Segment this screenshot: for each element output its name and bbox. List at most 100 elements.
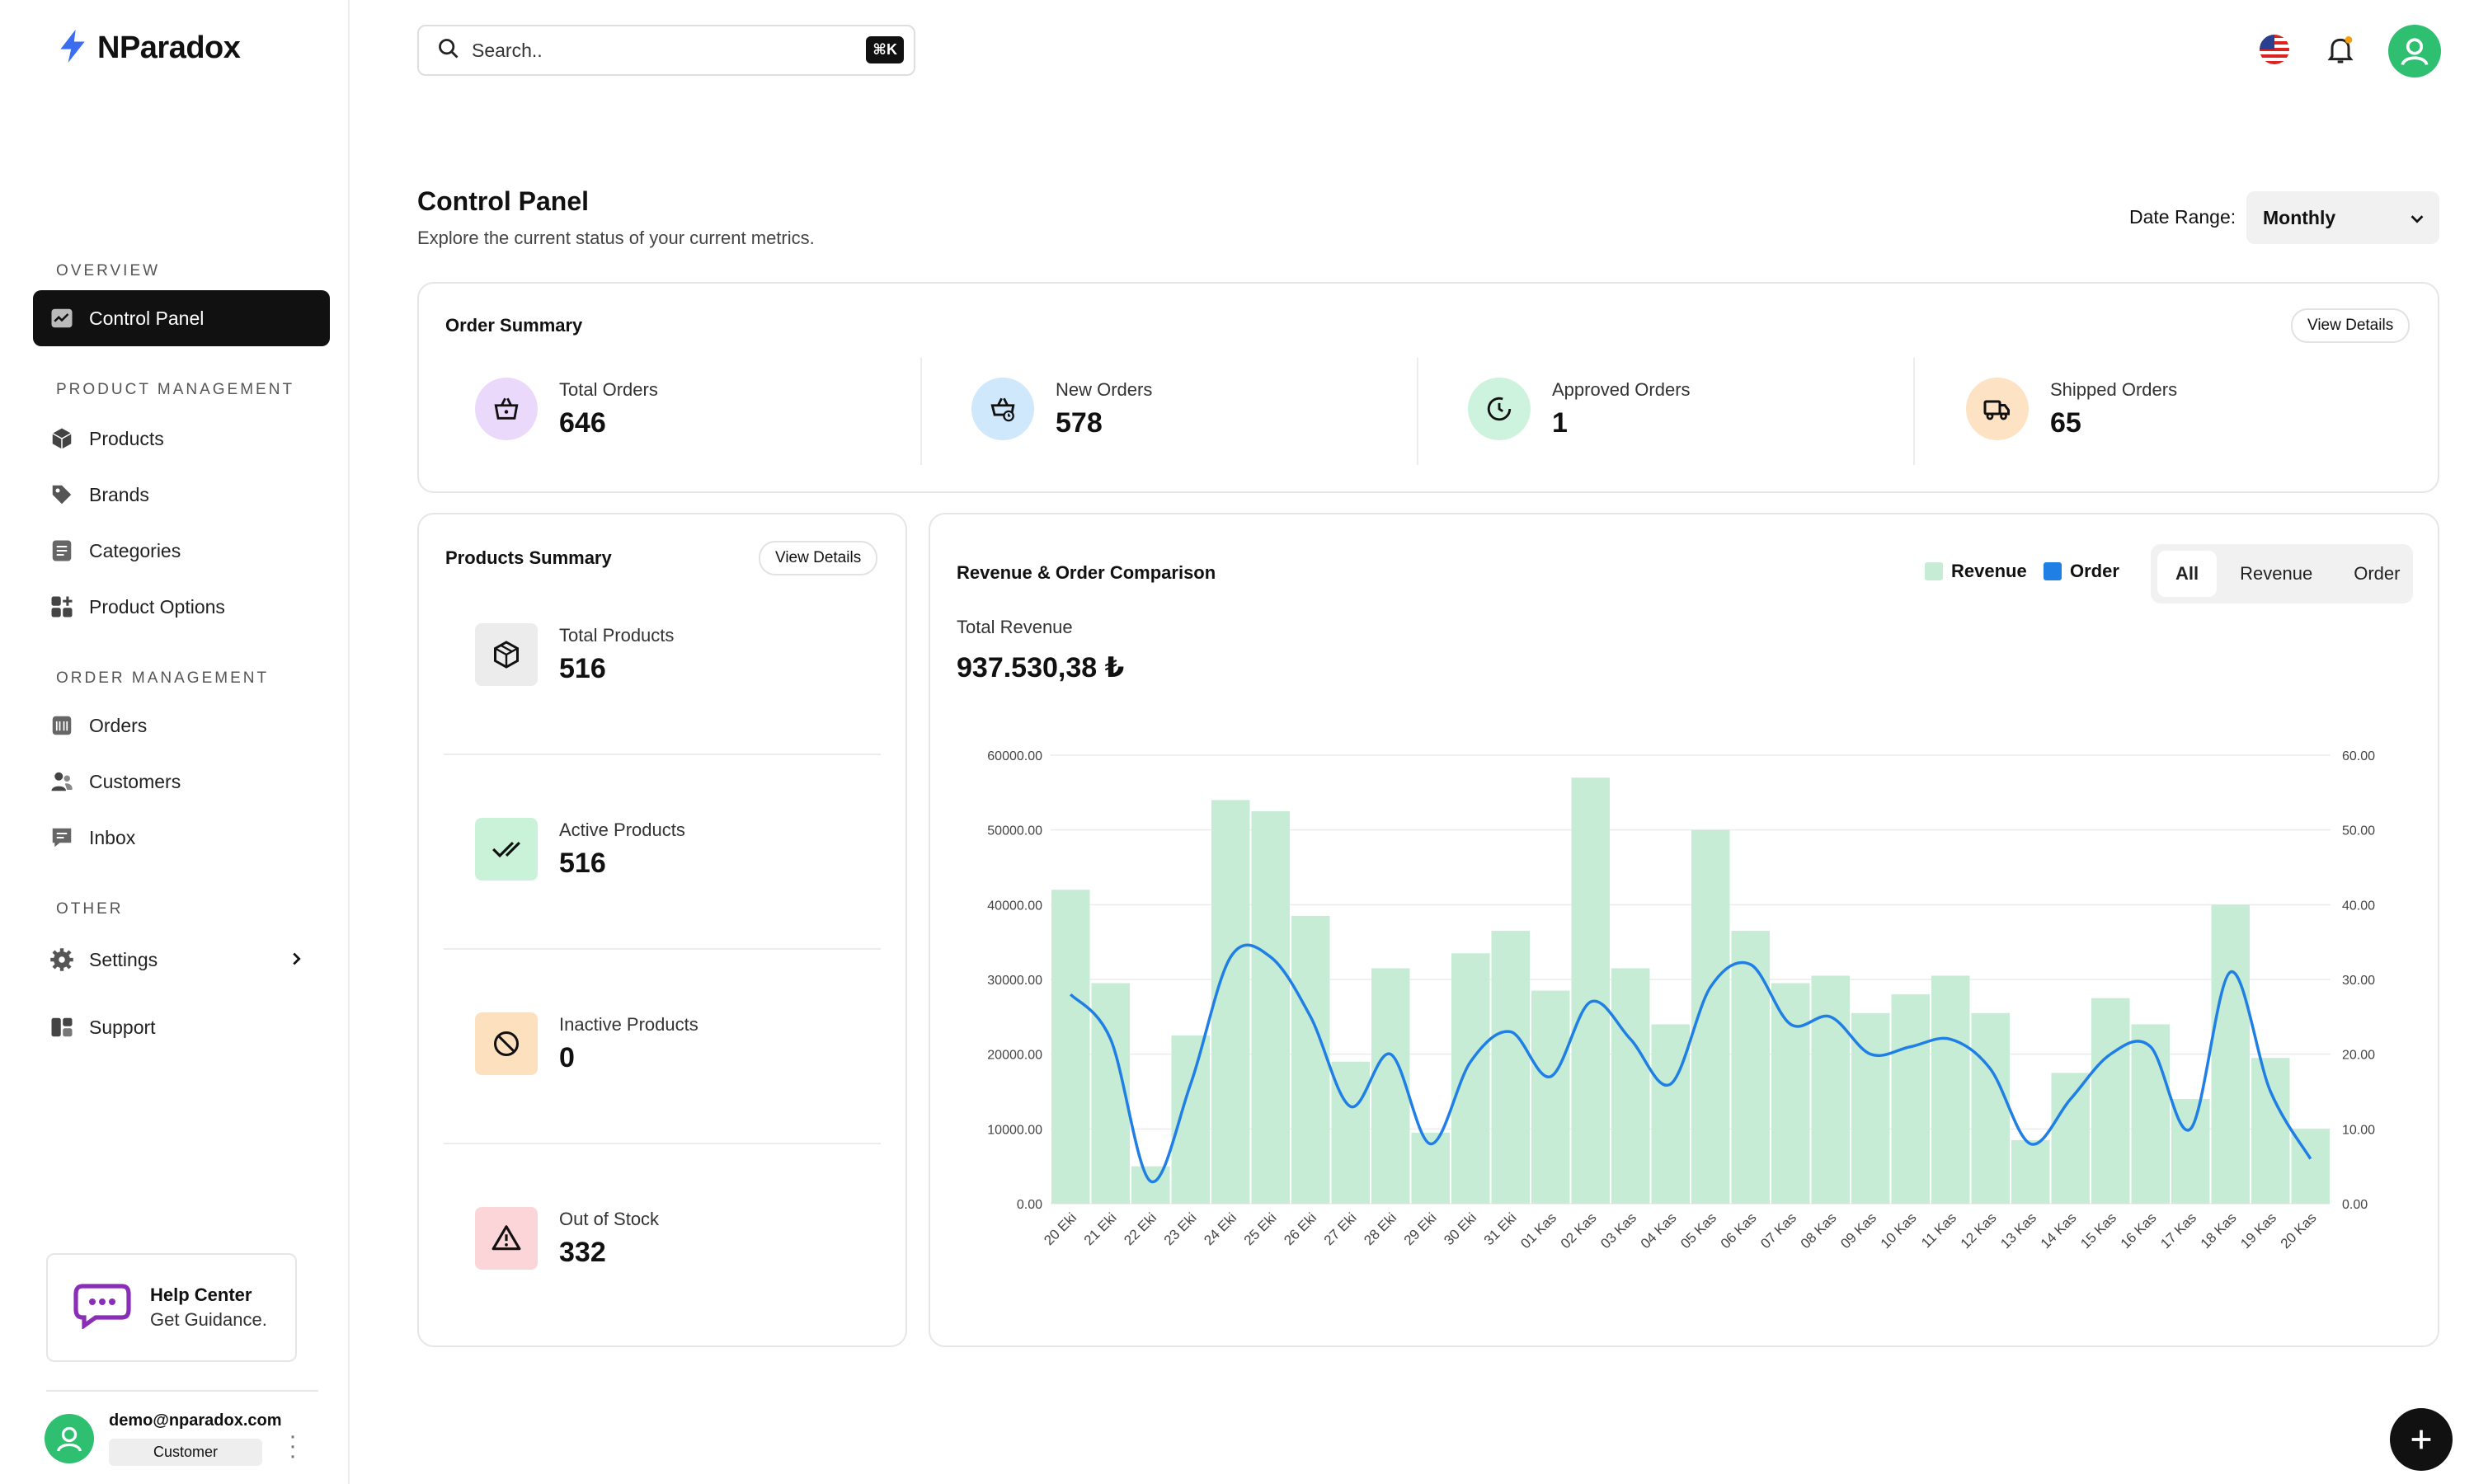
metric-new-orders: New Orders 578 — [971, 378, 1152, 440]
tab-order[interactable]: Order — [2354, 563, 2401, 584]
order-line — [1069, 943, 2312, 1184]
sidebar-item-categories[interactable]: Categories — [33, 523, 330, 579]
bar — [1131, 1166, 1170, 1204]
bar — [2211, 904, 2250, 1204]
legend-order: Order — [2044, 561, 2119, 582]
x-tick-label: 10 Kas — [1878, 1209, 1920, 1252]
x-tick-label: 02 Kas — [1558, 1209, 1600, 1252]
metric-label: Total Products — [559, 624, 675, 646]
order-summary-view-details-button[interactable]: View Details — [2291, 308, 2411, 343]
user-profile[interactable]: demo@nparadox.com Customer — [45, 1411, 282, 1466]
sidebar-item-brands[interactable]: Brands — [33, 467, 330, 523]
cube-icon — [475, 623, 538, 686]
x-tick-label: 21 Eki — [1081, 1209, 1120, 1248]
sidebar-item-settings[interactable]: Settings — [33, 932, 330, 988]
x-tick-label: 13 Kas — [1997, 1209, 2039, 1252]
x-tick-label: 27 Eki — [1321, 1209, 1360, 1248]
tag-icon — [49, 482, 74, 507]
y2-tick-label: 0.00 — [2342, 1198, 2368, 1212]
total-revenue-label: Total Revenue — [957, 617, 1073, 637]
legend-label: Order — [2070, 561, 2119, 581]
header-avatar[interactable] — [2388, 25, 2441, 77]
tab-all[interactable]: All — [2157, 551, 2218, 597]
help-center-card[interactable]: Help Center Get Guidance. — [46, 1253, 297, 1362]
sidebar-item-orders[interactable]: Orders — [33, 697, 330, 754]
metric-divider — [1913, 358, 1915, 465]
x-tick-label: 06 Kas — [1718, 1209, 1760, 1252]
bar — [1371, 968, 1410, 1204]
bar — [2251, 1058, 2290, 1204]
metric-label: Approved Orders — [1552, 378, 1691, 400]
y-tick-label: 40000.00 — [987, 899, 1042, 913]
metric-inactive-products: Inactive Products 0 — [475, 1012, 698, 1075]
search-icon — [437, 37, 460, 64]
total-revenue-value: 937.530,38 ₺ — [957, 652, 1125, 683]
x-tick-label: 22 Eki — [1121, 1209, 1159, 1248]
search-bar[interactable]: ⌘K — [417, 25, 915, 76]
us-flag-icon[interactable] — [2256, 31, 2293, 68]
tab-revenue[interactable]: Revenue — [2240, 563, 2313, 584]
sidebar-item-label: Settings — [89, 948, 158, 970]
add-button[interactable] — [2390, 1408, 2453, 1471]
x-tick-label: 28 Eki — [1361, 1209, 1399, 1248]
x-tick-label: 04 Kas — [1638, 1209, 1680, 1252]
gear-icon — [49, 947, 74, 972]
brand-logo[interactable]: NParadox — [54, 28, 241, 68]
metric-total-orders: Total Orders 646 — [475, 378, 658, 440]
metric-value: 516 — [559, 847, 606, 879]
sidebar-item-label: Inbox — [89, 826, 136, 848]
ban-icon — [475, 1012, 538, 1075]
chevron-right-icon — [287, 950, 305, 973]
metric-value: 332 — [559, 1236, 606, 1268]
metric-active-products: Active Products 516 — [475, 818, 685, 881]
y2-tick-label: 60.00 — [2342, 749, 2375, 763]
sidebar-item-label: Support — [89, 1016, 156, 1038]
bar — [1891, 994, 1930, 1204]
revenue-card — [929, 513, 2439, 1347]
more-vertical-icon[interactable]: · · · — [289, 1422, 297, 1469]
metric-divider — [444, 754, 881, 755]
double-check-icon — [475, 818, 538, 881]
metric-label: Shipped Orders — [2050, 378, 2178, 400]
support-icon — [49, 1015, 74, 1040]
user-role-badge: Customer — [109, 1439, 262, 1466]
sidebar-item-customers[interactable]: Customers — [33, 754, 330, 810]
bar — [1771, 983, 1810, 1204]
clock-check-icon — [1468, 378, 1531, 440]
bar — [2011, 1139, 2050, 1204]
section-label-other: OTHER — [56, 900, 124, 918]
search-input[interactable] — [472, 39, 859, 62]
y-tick-label: 30000.00 — [987, 974, 1042, 988]
metric-total-products: Total Products 516 — [475, 623, 674, 686]
x-tick-label: 24 Eki — [1201, 1209, 1239, 1248]
sidebar-item-product-options[interactable]: Product Options — [33, 579, 330, 635]
list-icon — [49, 538, 74, 563]
bar — [1731, 931, 1770, 1204]
date-range-select[interactable]: Monthly — [2246, 191, 2439, 244]
metric-label: Inactive Products — [559, 1013, 698, 1035]
x-tick-label: 08 Kas — [1798, 1209, 1840, 1252]
bar — [1491, 931, 1530, 1204]
sidebar-item-control-panel[interactable]: Control Panel — [33, 290, 330, 346]
sidebar-item-products[interactable]: Products — [33, 411, 330, 467]
sidebar-item-label: Categories — [89, 539, 181, 561]
products-summary-title: Products Summary — [445, 547, 612, 568]
bar — [1611, 968, 1650, 1204]
bell-icon[interactable] — [2322, 31, 2359, 68]
products-summary-view-details-button[interactable]: View Details — [759, 541, 878, 575]
revenue-order-chart: 0.00 0.00 10000.00 10.00 20000.00 20.00 30000.… — [987, 749, 2375, 1252]
sidebar-item-inbox[interactable]: Inbox — [33, 810, 330, 866]
y2-tick-label: 30.00 — [2342, 974, 2375, 988]
x-tick-label: 17 Kas — [2157, 1209, 2199, 1252]
bolt-icon — [54, 28, 91, 68]
grid-plus-icon — [49, 594, 74, 619]
sidebar-item-label: Orders — [89, 714, 148, 736]
sidebar-item-label: Brands — [89, 483, 149, 505]
x-tick-label: 19 Kas — [2237, 1209, 2279, 1252]
x-tick-label: 14 Kas — [2038, 1209, 2080, 1252]
cart-icon — [49, 713, 74, 738]
bar — [1451, 953, 1490, 1204]
avatar[interactable] — [45, 1414, 94, 1463]
legend-revenue: Revenue — [1925, 561, 2027, 582]
sidebar-item-support[interactable]: Support — [33, 999, 330, 1055]
